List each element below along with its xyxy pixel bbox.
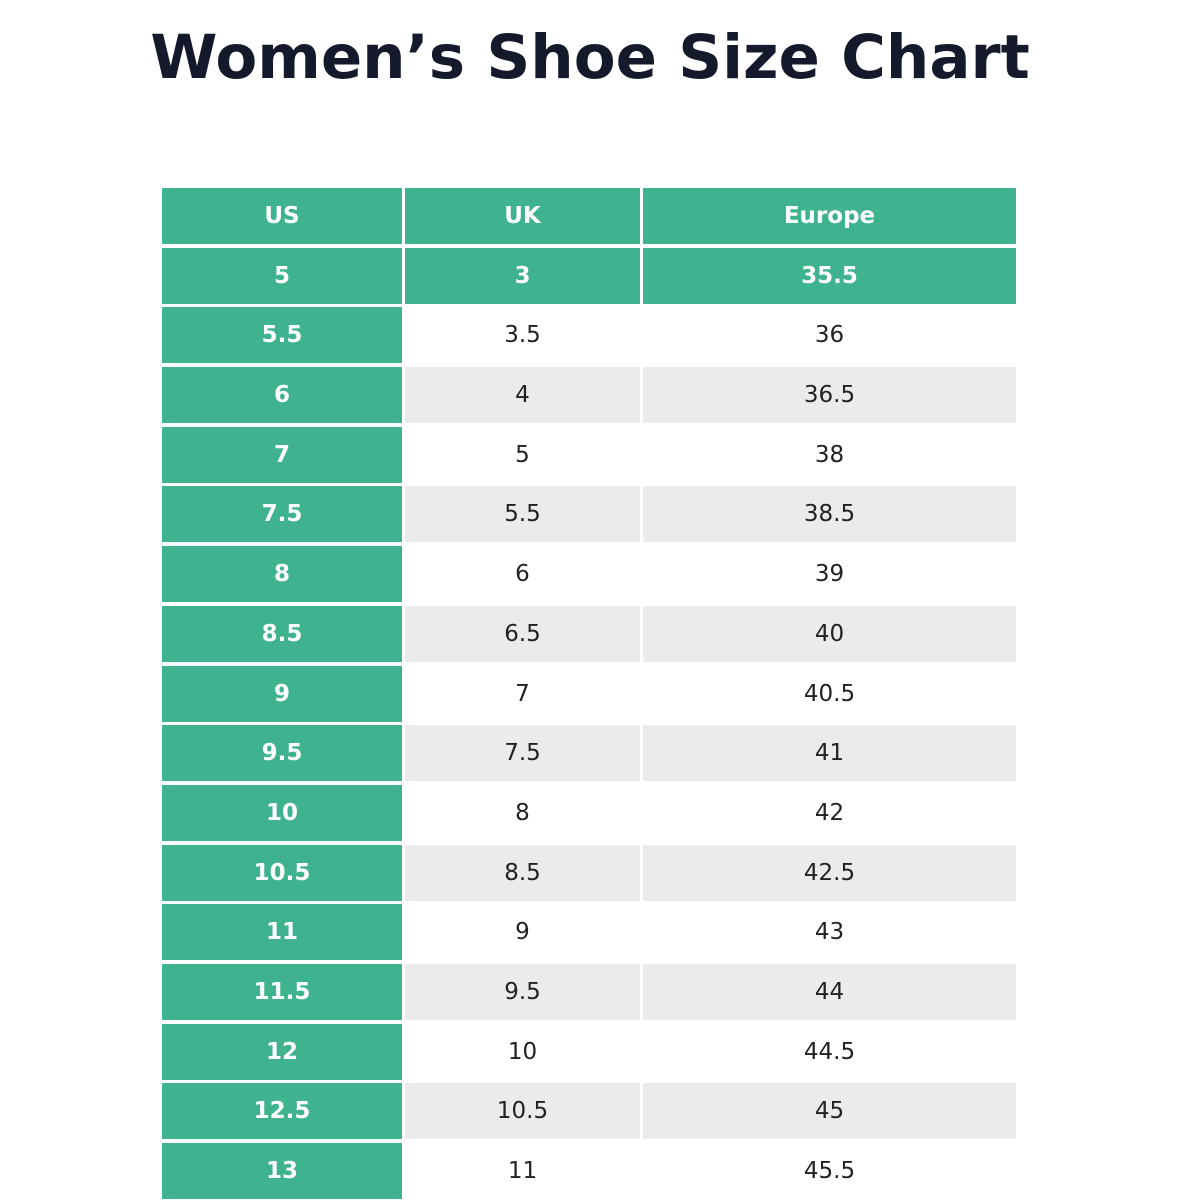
cell-us: 12: [162, 1023, 402, 1080]
cell-europe: 44: [643, 963, 1016, 1020]
table-row: 9.5 7.5 41: [162, 725, 1016, 782]
cell-uk: 4: [405, 367, 640, 424]
cell-europe: 36.5: [643, 367, 1016, 424]
table-row: 11 9 43: [162, 904, 1016, 961]
table-row: 12.5 10.5 45: [162, 1083, 1016, 1140]
size-table: US UK Europe 5 3 35.5 5.5 3.5 36 6 4 36.5 7 5 38 7.5…: [162, 188, 1016, 1203]
table-row: 7.5 5.5 38.5: [162, 486, 1016, 543]
cell-europe: 38.5: [643, 486, 1016, 543]
cell-europe: 39: [643, 546, 1016, 603]
table-row: 7 5 38: [162, 426, 1016, 483]
cell-uk: 5: [405, 426, 640, 483]
cell-uk: 3: [405, 247, 640, 304]
cell-europe: 35.5: [643, 247, 1016, 304]
cell-uk: 5.5: [405, 486, 640, 543]
cell-uk: 10: [405, 1023, 640, 1080]
cell-europe: 45.5: [643, 1143, 1016, 1199]
cell-europe: 40.5: [643, 665, 1016, 722]
table-row: 5.5 3.5 36: [162, 307, 1016, 364]
cell-europe: 38: [643, 426, 1016, 483]
cell-uk: 8.5: [405, 844, 640, 901]
cell-us: 11.5: [162, 963, 402, 1020]
chart-title: Women’s Shoe Size Chart: [150, 22, 1030, 93]
cell-uk: 9.5: [405, 963, 640, 1020]
cell-us: 6: [162, 367, 402, 424]
cell-europe: 42.5: [643, 844, 1016, 901]
table-header-row: US UK Europe: [162, 188, 1016, 244]
cell-us: 9.5: [162, 725, 402, 782]
cell-uk: 8: [405, 784, 640, 841]
table-row: 11.5 9.5 44: [162, 963, 1016, 1020]
cell-europe: 45: [643, 1083, 1016, 1140]
cell-uk: 10.5: [405, 1083, 640, 1140]
cell-europe: 42: [643, 784, 1016, 841]
cell-europe: 41: [643, 725, 1016, 782]
cell-us: 10: [162, 784, 402, 841]
cell-us: 8.5: [162, 605, 402, 662]
cell-europe: 44.5: [643, 1023, 1016, 1080]
table-row: 8.5 6.5 40: [162, 605, 1016, 662]
cell-europe: 36: [643, 307, 1016, 364]
cell-uk: 3.5: [405, 307, 640, 364]
cell-europe: 40: [643, 605, 1016, 662]
header-us: US: [162, 188, 402, 244]
cell-uk: 7.5: [405, 725, 640, 782]
cell-uk: 6: [405, 546, 640, 603]
table-row: 10.5 8.5 42.5: [162, 844, 1016, 901]
table-row: 8 6 39: [162, 546, 1016, 603]
cell-uk: 7: [405, 665, 640, 722]
table-row: 12 10 44.5: [162, 1023, 1016, 1080]
cell-us: 13: [162, 1143, 402, 1199]
cell-europe: 43: [643, 904, 1016, 961]
cell-us: 11: [162, 904, 402, 961]
cell-us: 7: [162, 426, 402, 483]
cell-us: 8: [162, 546, 402, 603]
cell-uk: 11: [405, 1143, 640, 1199]
cell-us: 7.5: [162, 486, 402, 543]
cell-uk: 6.5: [405, 605, 640, 662]
cell-us: 10.5: [162, 844, 402, 901]
table-row: 5 3 35.5: [162, 247, 1016, 304]
table-row: 13 11 45.5: [162, 1143, 1016, 1199]
header-europe: Europe: [643, 188, 1016, 244]
cell-uk: 9: [405, 904, 640, 961]
header-uk: UK: [405, 188, 640, 244]
cell-us: 5: [162, 247, 402, 304]
table-row: 9 7 40.5: [162, 665, 1016, 722]
cell-us: 5.5: [162, 307, 402, 364]
cell-us: 12.5: [162, 1083, 402, 1140]
table-row: 10 8 42: [162, 784, 1016, 841]
table-row: 6 4 36.5: [162, 367, 1016, 424]
cell-us: 9: [162, 665, 402, 722]
